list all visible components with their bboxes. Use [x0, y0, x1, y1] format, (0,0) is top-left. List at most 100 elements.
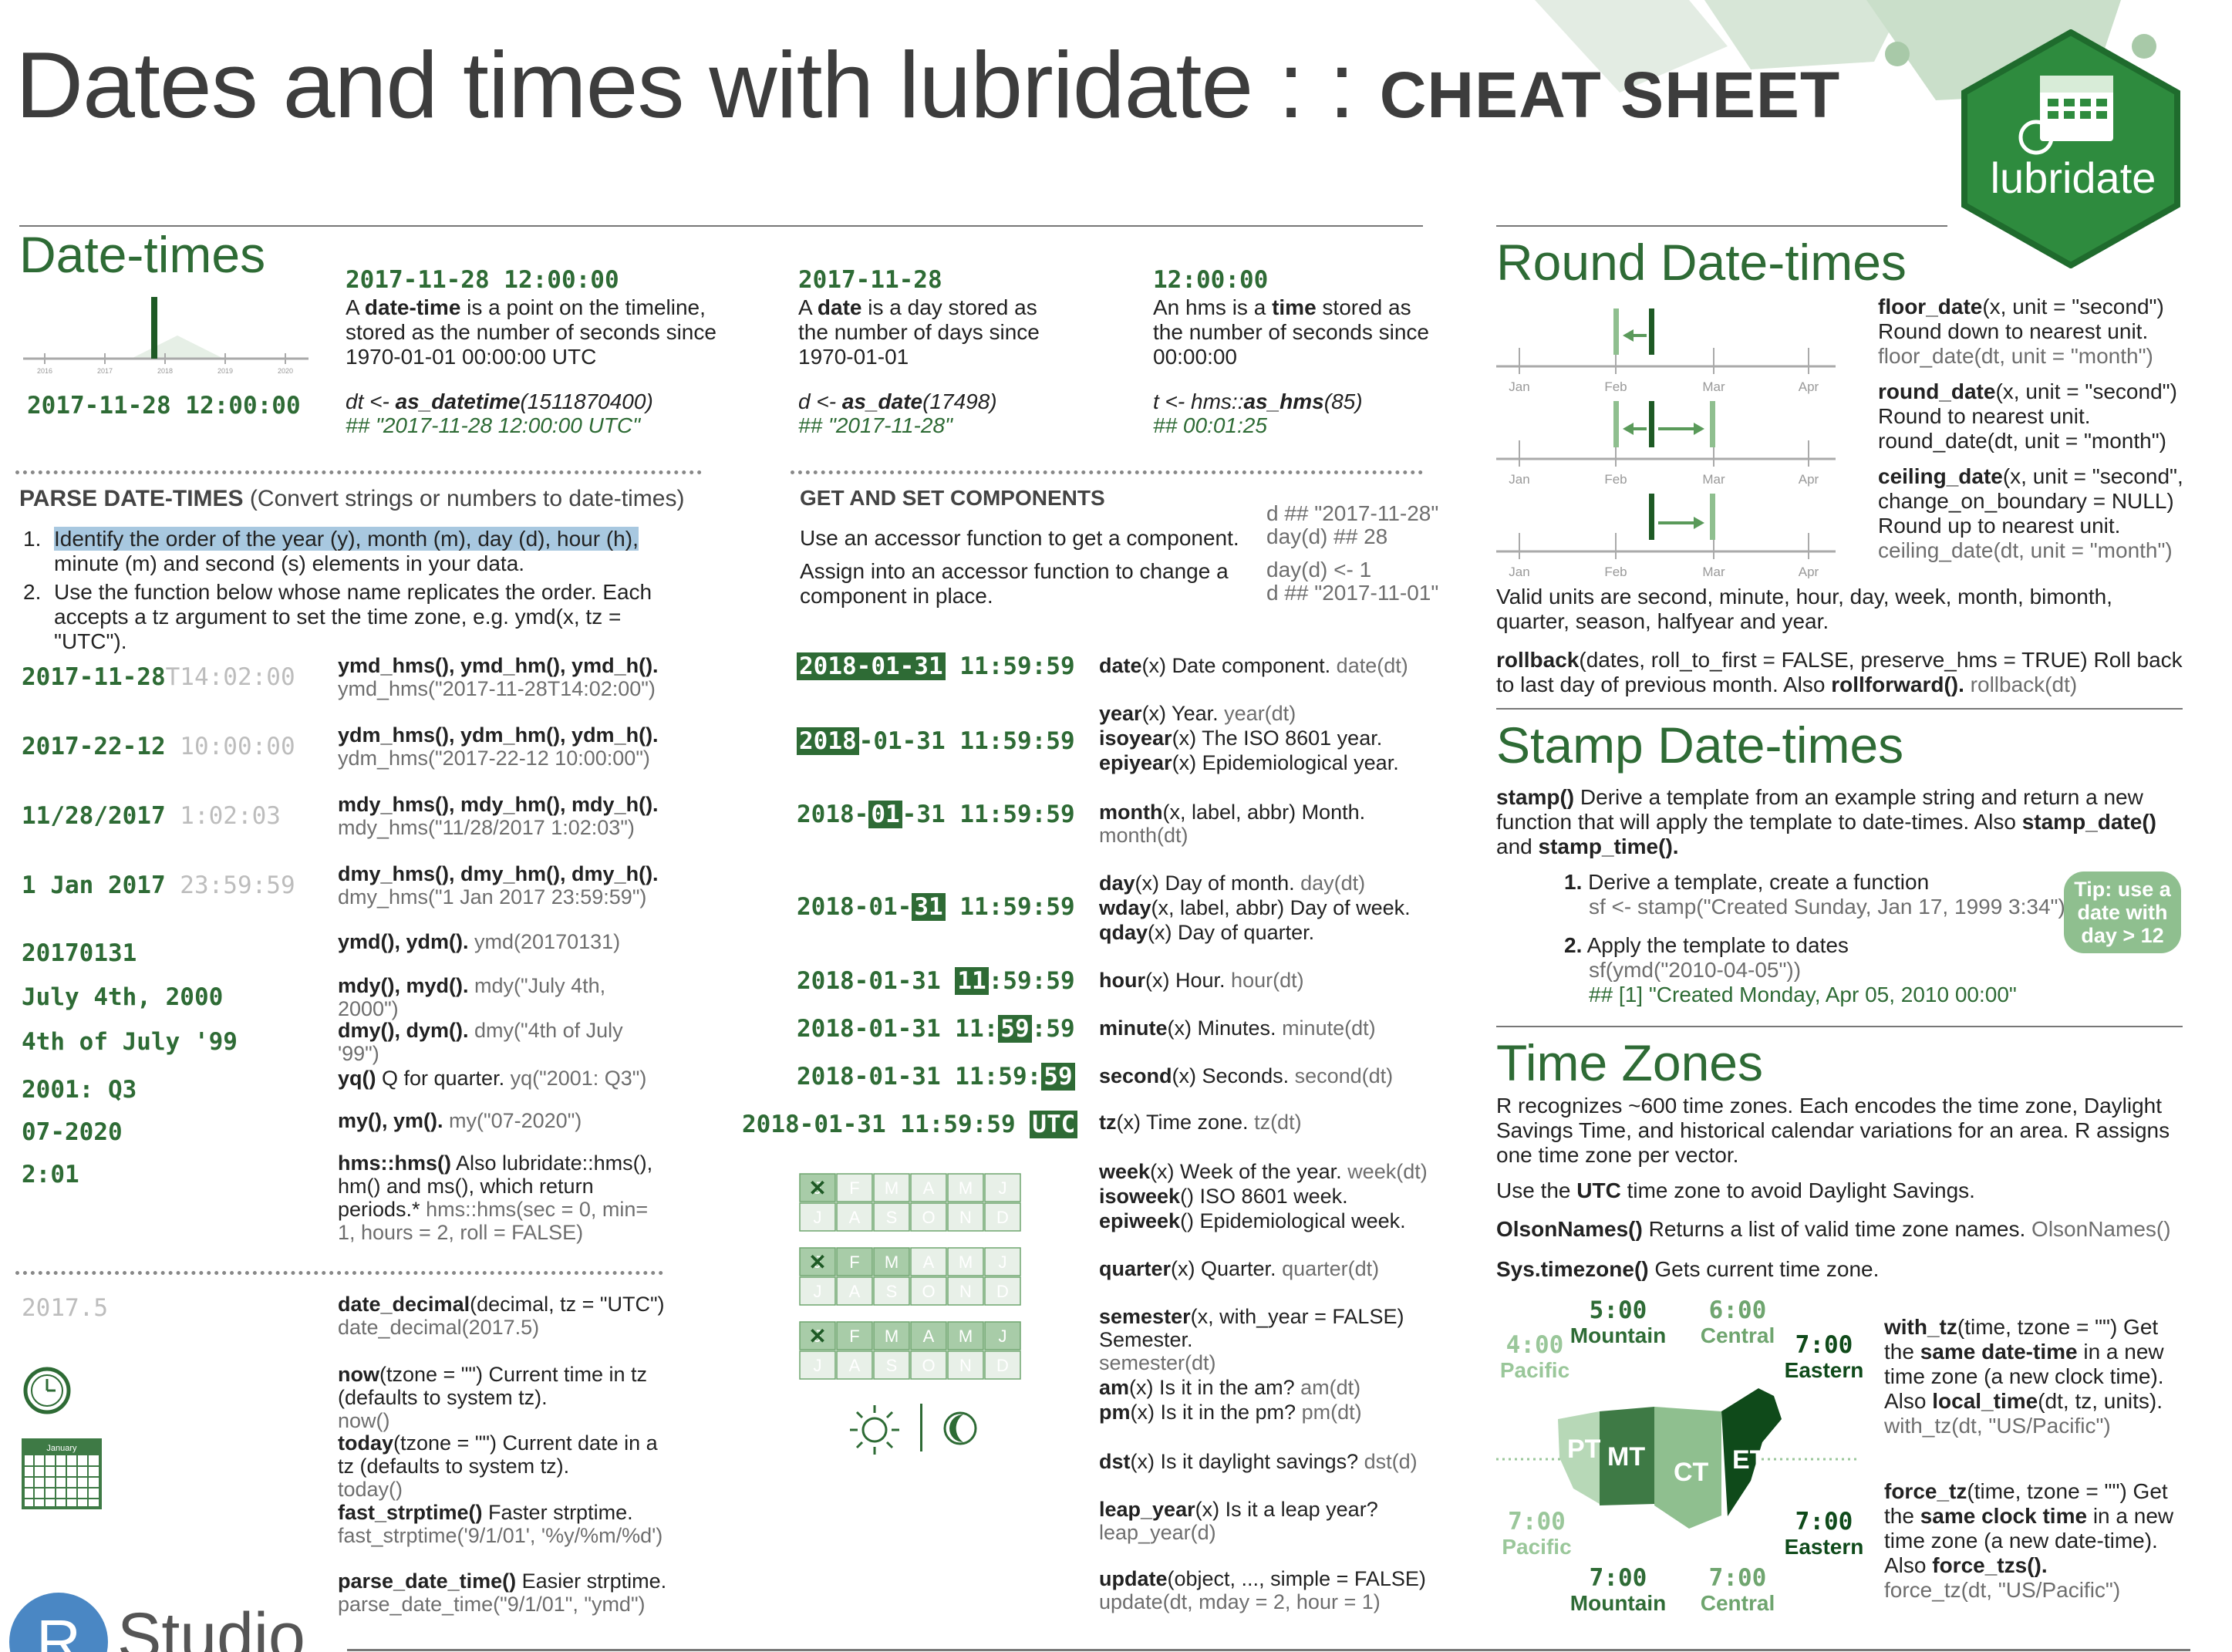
month-letter: S	[886, 1356, 898, 1375]
parse-example-string: July 4th, 2000	[22, 983, 224, 1011]
t-result: ## 00:01:25	[1153, 413, 1267, 437]
month-letter: M	[885, 1252, 899, 1272]
d-example: 2017-11-28	[798, 266, 942, 294]
month-letter: M	[959, 1252, 973, 1272]
map-label-et: ET	[1732, 1445, 1766, 1475]
month-letter: O	[922, 1282, 935, 1301]
round-axis-label: Mar	[1702, 565, 1725, 578]
stamp-day: 2018-01-31 11:59:59	[797, 893, 1075, 921]
component-function-minute: minute(x) Minutes. minute(dt)	[1099, 1016, 1376, 1040]
stamp-second: 2018-01-31 11:59:59	[797, 1063, 1075, 1091]
component-function-quarter: quarter(x) Quarter. quarter(dt)	[1099, 1257, 1380, 1280]
round-axis-label: Feb	[1604, 379, 1627, 394]
parse-example-string: 2017-22-12 10:00:00	[22, 733, 295, 760]
divider-components	[791, 470, 1423, 474]
month-letter: J	[814, 1282, 822, 1301]
round-axis-label: Mar	[1702, 472, 1725, 487]
timezones-intro: R recognizes ~600 time zones. Each encod…	[1496, 1094, 2170, 1167]
function-now: now(tzone = "") Current time in tz (defa…	[338, 1363, 648, 1432]
floor-date-function: floor_date(x, unit = "second") Round dow…	[1878, 295, 2164, 368]
parse-function: ydm_hms(), ydm_hm(), ydm_h(). ydm_hms("20…	[338, 723, 659, 770]
timezones-heading: Time Zones	[1496, 1034, 1763, 1091]
parse-example-string: 07-2020	[22, 1118, 123, 1146]
stamp-hour: 2018-01-31 11:59:59	[797, 967, 1075, 995]
component-function-isoweek: isoweek() ISO 8601 week.	[1099, 1185, 1348, 1208]
month-letter: A	[849, 1282, 861, 1301]
month-letter: N	[959, 1282, 972, 1301]
month-letter: M	[959, 1178, 973, 1198]
round-valid-units: Valid units are second, minute, hour, da…	[1496, 585, 2112, 633]
title-cheat-sheet: CHEAT SHEET	[1379, 59, 1841, 131]
parse-example-string: 2001: Q3	[22, 1076, 137, 1104]
month-letter: A	[923, 1252, 935, 1272]
components-heading: GET AND SET COMPONENTS	[800, 486, 1105, 510]
month-letter: A	[849, 1356, 861, 1375]
divider-bottom	[347, 1649, 2190, 1651]
components-side-1: d ## "2017-11-28"	[1266, 501, 1439, 525]
component-function-dst: dst(x) Is it daylight savings? dst(d)	[1099, 1450, 1418, 1473]
stamp-step-2: 2. Apply the template to dates sf(ymd("2…	[1564, 933, 2017, 1006]
month-letter: A	[923, 1178, 935, 1198]
tz-top-central: 6:00 Central	[1700, 1296, 1775, 1347]
map-label-pt: PT	[1567, 1435, 1601, 1464]
page-title: Dates and times with lubridate : : CHEAT…	[15, 31, 1840, 139]
round-axis-label: Mar	[1702, 379, 1725, 394]
round-axis-label: Feb	[1604, 472, 1627, 487]
tz-top-mountain: 5:00 Mountain	[1569, 1296, 1667, 1347]
month-letter: J	[999, 1178, 1007, 1198]
component-function-day: day(x) Day of month. day(dt)	[1099, 872, 1366, 895]
week-marker-icon: ✕	[808, 1250, 826, 1274]
component-function-year: year(x) Year. year(dt)	[1099, 702, 1296, 725]
map-label-mt: MT	[1607, 1442, 1645, 1472]
week-marker-icon: ✕	[808, 1176, 826, 1200]
timezones-utc: Use the UTC time zone to avoid Daylight …	[1496, 1178, 1975, 1202]
t-code: t <- hms::as_hms(85)	[1153, 389, 1363, 413]
rollback-function: rollback(dates, roll_to_first = FALSE, p…	[1496, 648, 2183, 696]
divider-parse-extra	[15, 1271, 663, 1275]
month-letter: J	[814, 1327, 822, 1346]
clock-icon	[23, 1367, 71, 1414]
d-code: d <- as_date(17498)	[798, 389, 997, 413]
tz-top-pacific: 4:00 Pacific	[1499, 1331, 1570, 1382]
moon-icon	[943, 1411, 977, 1445]
tz-bottom-central: 7:00 Central	[1700, 1564, 1775, 1615]
sun-icon	[850, 1405, 899, 1455]
function-parse-date-time: parse_date_time() Easier strptime. parse_…	[338, 1569, 667, 1616]
components-side-3: day(d) <- 1	[1266, 558, 1372, 582]
stamp-year: 2018-01-31 11:59:59	[797, 727, 1075, 755]
stamp-minute: 2018-01-31 11:59:59	[797, 1015, 1075, 1043]
round-diagrams: Jan Feb Mar Apr Jan Feb Mar Apr Jan Feb Mar Apr	[1496, 308, 1836, 578]
parse-function: ymd(), ydm(). ymd(20170131)	[338, 930, 621, 953]
month-letter: S	[886, 1208, 898, 1227]
month-letter: J	[814, 1356, 822, 1375]
round-date-function: round_date(x, unit = "second") Round to …	[1878, 379, 2177, 453]
stamp-tip: Tip: use a date with day > 12	[2064, 872, 2181, 953]
component-function-leap-year: leap_year(x) Is it a leap year? leap_year…	[1099, 1498, 1378, 1544]
function-fast-strptime: fast_strptime() Faster strptime. fast_str…	[338, 1501, 663, 1547]
divider-parse	[15, 470, 702, 474]
component-function-epiweek: epiweek() Epidemiological week.	[1099, 1209, 1406, 1232]
parse-example-string: 20170131	[22, 939, 137, 967]
parse-function: ymd_hms(), ymd_hm(), ymd_h(). ymd_hms("20…	[338, 654, 659, 700]
dt-code: dt <- as_datetime(1511870400)	[346, 389, 653, 413]
timeline-tick-2019: 2019	[217, 367, 233, 375]
map-label-ct: CT	[1674, 1458, 1709, 1487]
parse-function: my(), ym(). my("07-2020")	[338, 1109, 582, 1132]
component-function-wday: wday(x, label, abbr) Day of week.	[1099, 896, 1411, 919]
month-letter: S	[886, 1282, 898, 1301]
tz-bottom-pacific: 7:00 Pacific	[1502, 1508, 1572, 1559]
datetimes-heading: Date-times	[19, 226, 266, 283]
timeline-tick-2020: 2020	[278, 367, 293, 375]
components-side-2: day(d) ## 28	[1266, 524, 1388, 548]
parse-function: dmy(), dym(). dmy("4th of July '99")	[338, 1019, 623, 1065]
timeline-tick-2017: 2017	[97, 367, 113, 375]
tz-bottom-eastern: 7:00 Eastern	[1784, 1508, 1864, 1559]
stamp-date: 2018-01-31 11:59:59	[797, 652, 1075, 680]
parse-example-string: 1 Jan 2017 23:59:59	[22, 872, 295, 899]
month-letter: A	[849, 1208, 861, 1227]
title-main: Dates and times with lubridate : :	[15, 32, 1380, 137]
component-function-week: week(x) Week of the year. week(dt)	[1099, 1160, 1428, 1183]
force-tz-function: force_tz(time, tzone = "") Get the same …	[1884, 1479, 2174, 1602]
function-date-decimal: date_decimal(decimal, tz = "UTC") date_de…	[338, 1293, 665, 1339]
month-letter: F	[849, 1178, 859, 1198]
